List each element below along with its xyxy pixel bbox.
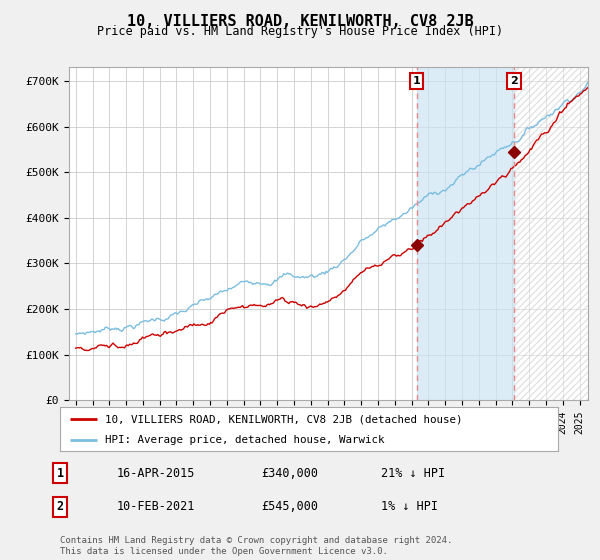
Text: £545,000: £545,000 [261,500,318,514]
Text: 21% ↓ HPI: 21% ↓ HPI [381,466,445,480]
Text: Contains HM Land Registry data © Crown copyright and database right 2024.
This d: Contains HM Land Registry data © Crown c… [60,536,452,556]
Text: 10-FEB-2021: 10-FEB-2021 [117,500,196,514]
Bar [416,67,514,400]
Text: 10, VILLIERS ROAD, KENILWORTH, CV8 2JB (detached house): 10, VILLIERS ROAD, KENILWORTH, CV8 2JB (… [105,414,463,424]
Text: HPI: Average price, detached house, Warwick: HPI: Average price, detached house, Warw… [105,435,385,445]
Text: 2: 2 [511,76,518,86]
Text: 1: 1 [413,76,421,86]
Text: 10, VILLIERS ROAD, KENILWORTH, CV8 2JB: 10, VILLIERS ROAD, KENILWORTH, CV8 2JB [127,14,473,29]
Bar [514,67,588,400]
Text: 1: 1 [56,466,64,480]
Text: 16-APR-2015: 16-APR-2015 [117,466,196,480]
Text: £340,000: £340,000 [261,466,318,480]
Text: Price paid vs. HM Land Registry's House Price Index (HPI): Price paid vs. HM Land Registry's House … [97,25,503,38]
Text: 1% ↓ HPI: 1% ↓ HPI [381,500,438,514]
Text: 2: 2 [56,500,64,514]
